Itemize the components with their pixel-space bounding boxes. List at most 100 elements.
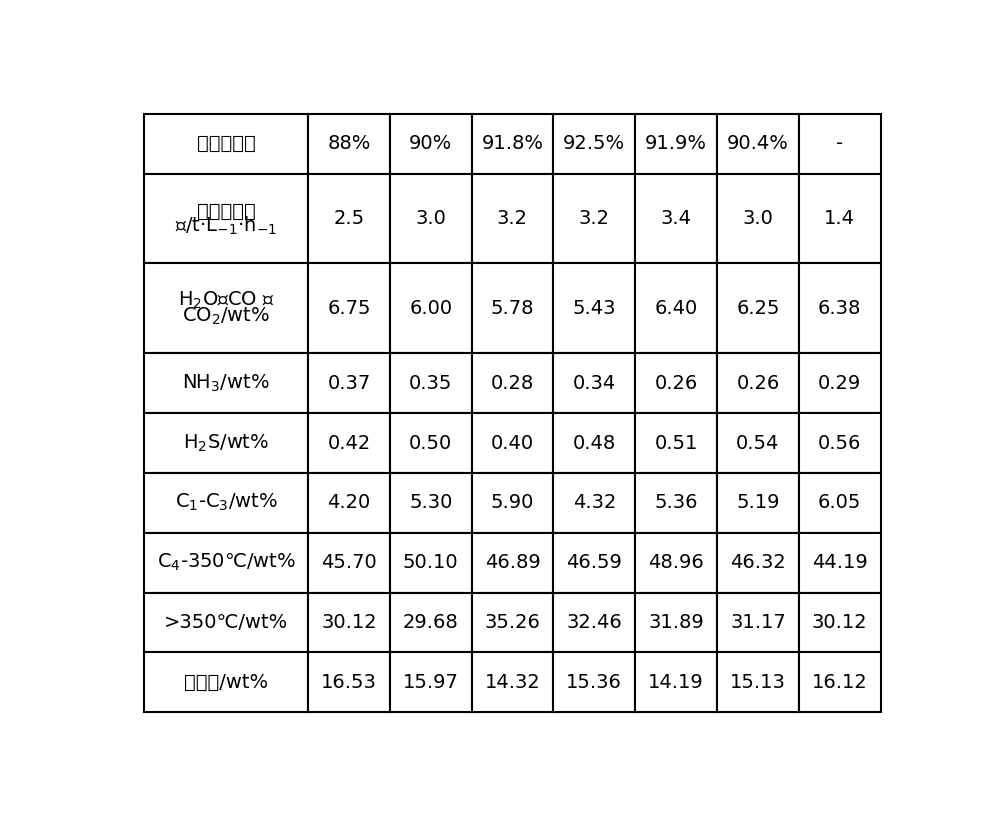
Bar [472, 173, 553, 263]
Bar [635, 114, 717, 173]
Bar [308, 353, 390, 413]
Bar [390, 473, 472, 533]
Text: 率/t·L$_{-1}$·h$_{-1}$: 率/t·L$_{-1}$·h$_{-1}$ [175, 215, 277, 237]
Bar [472, 263, 553, 353]
Text: 35.26: 35.26 [485, 613, 540, 632]
Bar [308, 473, 390, 533]
Text: 6.40: 6.40 [654, 299, 698, 318]
Bar [144, 173, 308, 263]
Text: 88%: 88% [327, 134, 371, 153]
Text: 0.56: 0.56 [818, 434, 861, 452]
Bar [717, 413, 799, 473]
Bar [144, 473, 308, 533]
Bar [635, 473, 717, 533]
Text: 15.13: 15.13 [730, 673, 786, 692]
Bar [717, 173, 799, 263]
Text: 14.19: 14.19 [648, 673, 704, 692]
Text: 48.96: 48.96 [648, 553, 704, 572]
Bar [472, 114, 553, 173]
Bar [799, 173, 881, 263]
Text: 0.51: 0.51 [654, 434, 698, 452]
Bar [717, 653, 799, 712]
Text: 16.53: 16.53 [321, 673, 377, 692]
Text: 5.36: 5.36 [654, 493, 698, 512]
Bar [553, 592, 635, 653]
Text: 46.59: 46.59 [566, 553, 622, 572]
Text: 46.32: 46.32 [730, 553, 786, 572]
Bar [308, 173, 390, 263]
Bar [472, 533, 553, 592]
Bar [717, 533, 799, 592]
Bar [635, 413, 717, 473]
Bar [799, 263, 881, 353]
Bar [144, 114, 308, 173]
Bar [635, 353, 717, 413]
Text: 油灰渣/wt%: 油灰渣/wt% [184, 673, 268, 692]
Bar [553, 263, 635, 353]
Bar [635, 263, 717, 353]
Bar [472, 353, 553, 413]
Bar [144, 263, 308, 353]
Bar [144, 353, 308, 413]
Text: 90%: 90% [409, 134, 452, 153]
Text: 91.8%: 91.8% [482, 134, 544, 153]
Text: H$_{2}$S/wt%: H$_{2}$S/wt% [183, 433, 269, 454]
Bar [635, 533, 717, 592]
Bar [144, 533, 308, 592]
Text: 0.54: 0.54 [736, 434, 780, 452]
Text: H$_{2}$O、CO 和: H$_{2}$O、CO 和 [178, 290, 274, 312]
Text: >350℃/wt%: >350℃/wt% [164, 613, 288, 632]
Text: 0.34: 0.34 [573, 374, 616, 393]
Bar [553, 473, 635, 533]
Text: 0.48: 0.48 [573, 434, 616, 452]
Text: 3.0: 3.0 [742, 209, 773, 228]
Bar [799, 413, 881, 473]
Bar [799, 353, 881, 413]
Text: 31.17: 31.17 [730, 613, 786, 632]
Text: NH$_{3}$/wt%: NH$_{3}$/wt% [182, 372, 270, 393]
Bar [553, 173, 635, 263]
Bar [308, 263, 390, 353]
Text: 0.28: 0.28 [491, 374, 534, 393]
Bar [799, 653, 881, 712]
Bar [390, 114, 472, 173]
Bar [390, 413, 472, 473]
Bar [390, 653, 472, 712]
Text: 15.97: 15.97 [403, 673, 459, 692]
Text: 5.19: 5.19 [736, 493, 780, 512]
Bar [553, 653, 635, 712]
Bar [144, 592, 308, 653]
Text: 0.50: 0.50 [409, 434, 452, 452]
Bar [390, 533, 472, 592]
Text: 5.30: 5.30 [409, 493, 452, 512]
Text: 2.5: 2.5 [333, 209, 364, 228]
Bar [390, 353, 472, 413]
Text: 5.43: 5.43 [573, 299, 616, 318]
Text: 0.26: 0.26 [654, 374, 698, 393]
Text: 15.36: 15.36 [566, 673, 622, 692]
Bar [472, 592, 553, 653]
Text: 0.29: 0.29 [818, 374, 861, 393]
Bar [144, 413, 308, 473]
Bar [390, 592, 472, 653]
Text: 44.19: 44.19 [812, 553, 868, 572]
Text: 92.5%: 92.5% [563, 134, 625, 153]
Text: 0.40: 0.40 [491, 434, 534, 452]
Text: 5.78: 5.78 [491, 299, 534, 318]
Text: 3.0: 3.0 [415, 209, 446, 228]
Text: 30.12: 30.12 [812, 613, 868, 632]
Bar [799, 114, 881, 173]
Text: 3.2: 3.2 [497, 209, 528, 228]
Text: C$_{1}$-C$_{3}$/wt%: C$_{1}$-C$_{3}$/wt% [175, 492, 278, 514]
Bar [308, 114, 390, 173]
Text: 6.25: 6.25 [736, 299, 780, 318]
Bar [308, 653, 390, 712]
Bar [308, 592, 390, 653]
Bar [472, 413, 553, 473]
Bar [717, 263, 799, 353]
Bar [635, 592, 717, 653]
Bar [799, 592, 881, 653]
Text: 煤粉处理效: 煤粉处理效 [197, 201, 256, 221]
Text: 煤粉转化率: 煤粉转化率 [197, 134, 256, 153]
Bar [635, 173, 717, 263]
